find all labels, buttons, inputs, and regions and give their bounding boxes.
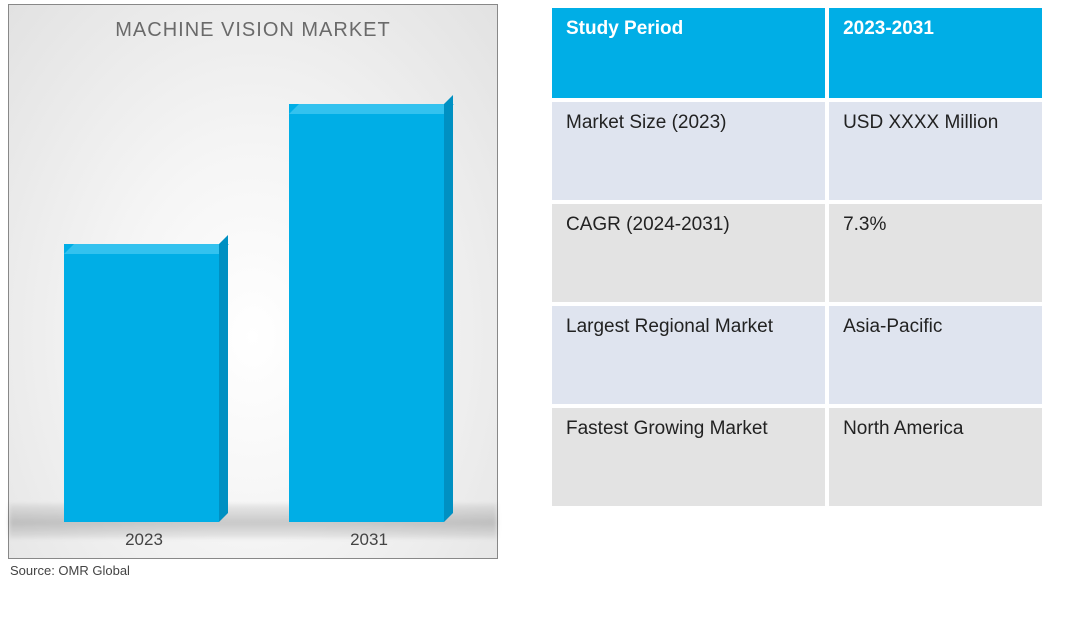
table-header-row: Study Period 2023-2031 <box>552 8 1042 98</box>
chart-bars-area <box>9 42 497 522</box>
bar-front-face <box>64 244 219 522</box>
table-header-value: 2023-2031 <box>829 8 1042 98</box>
table-body: Market Size (2023)USD XXXX MillionCAGR (… <box>552 102 1042 506</box>
layout-root: MACHINE VISION MARKET 2023 2031 Source: O… <box>8 4 1058 584</box>
chart-x-label: 2031 <box>350 530 388 550</box>
table-cell-label: CAGR (2024-2031) <box>552 204 825 302</box>
chart-bar <box>289 104 444 522</box>
chart-title: MACHINE VISION MARKET <box>9 19 497 42</box>
bar-side-face <box>219 235 228 522</box>
info-table: Study Period 2023-2031 Market Size (2023… <box>548 4 1046 510</box>
table-cell-label: Largest Regional Market <box>552 306 825 404</box>
chart-x-labels: 2023 2031 <box>9 526 497 550</box>
table-header-label: Study Period <box>552 8 825 98</box>
table-row: CAGR (2024-2031)7.3% <box>552 204 1042 302</box>
chart-bar <box>64 244 219 522</box>
table-cell-label: Fastest Growing Market <box>552 408 825 506</box>
table-cell-value: 7.3% <box>829 204 1042 302</box>
source-line: Source: OMR Global <box>10 563 508 578</box>
table-row: Largest Regional MarketAsia-Pacific <box>552 306 1042 404</box>
chart-box: MACHINE VISION MARKET 2023 2031 <box>8 4 498 559</box>
table-cell-label: Market Size (2023) <box>552 102 825 200</box>
bar-top-face <box>289 104 454 114</box>
table-row: Fastest Growing MarketNorth America <box>552 408 1042 506</box>
table-row: Market Size (2023)USD XXXX Million <box>552 102 1042 200</box>
chart-panel: MACHINE VISION MARKET 2023 2031 Source: O… <box>8 4 508 584</box>
info-table-panel: Study Period 2023-2031 Market Size (2023… <box>548 4 1046 584</box>
table-cell-value: USD XXXX Million <box>829 102 1042 200</box>
table-cell-value: Asia-Pacific <box>829 306 1042 404</box>
bar-front-face <box>289 104 444 522</box>
bar-top-face <box>64 244 229 254</box>
bar-side-face <box>444 95 453 522</box>
table-cell-value: North America <box>829 408 1042 506</box>
chart-x-label: 2023 <box>125 530 163 550</box>
